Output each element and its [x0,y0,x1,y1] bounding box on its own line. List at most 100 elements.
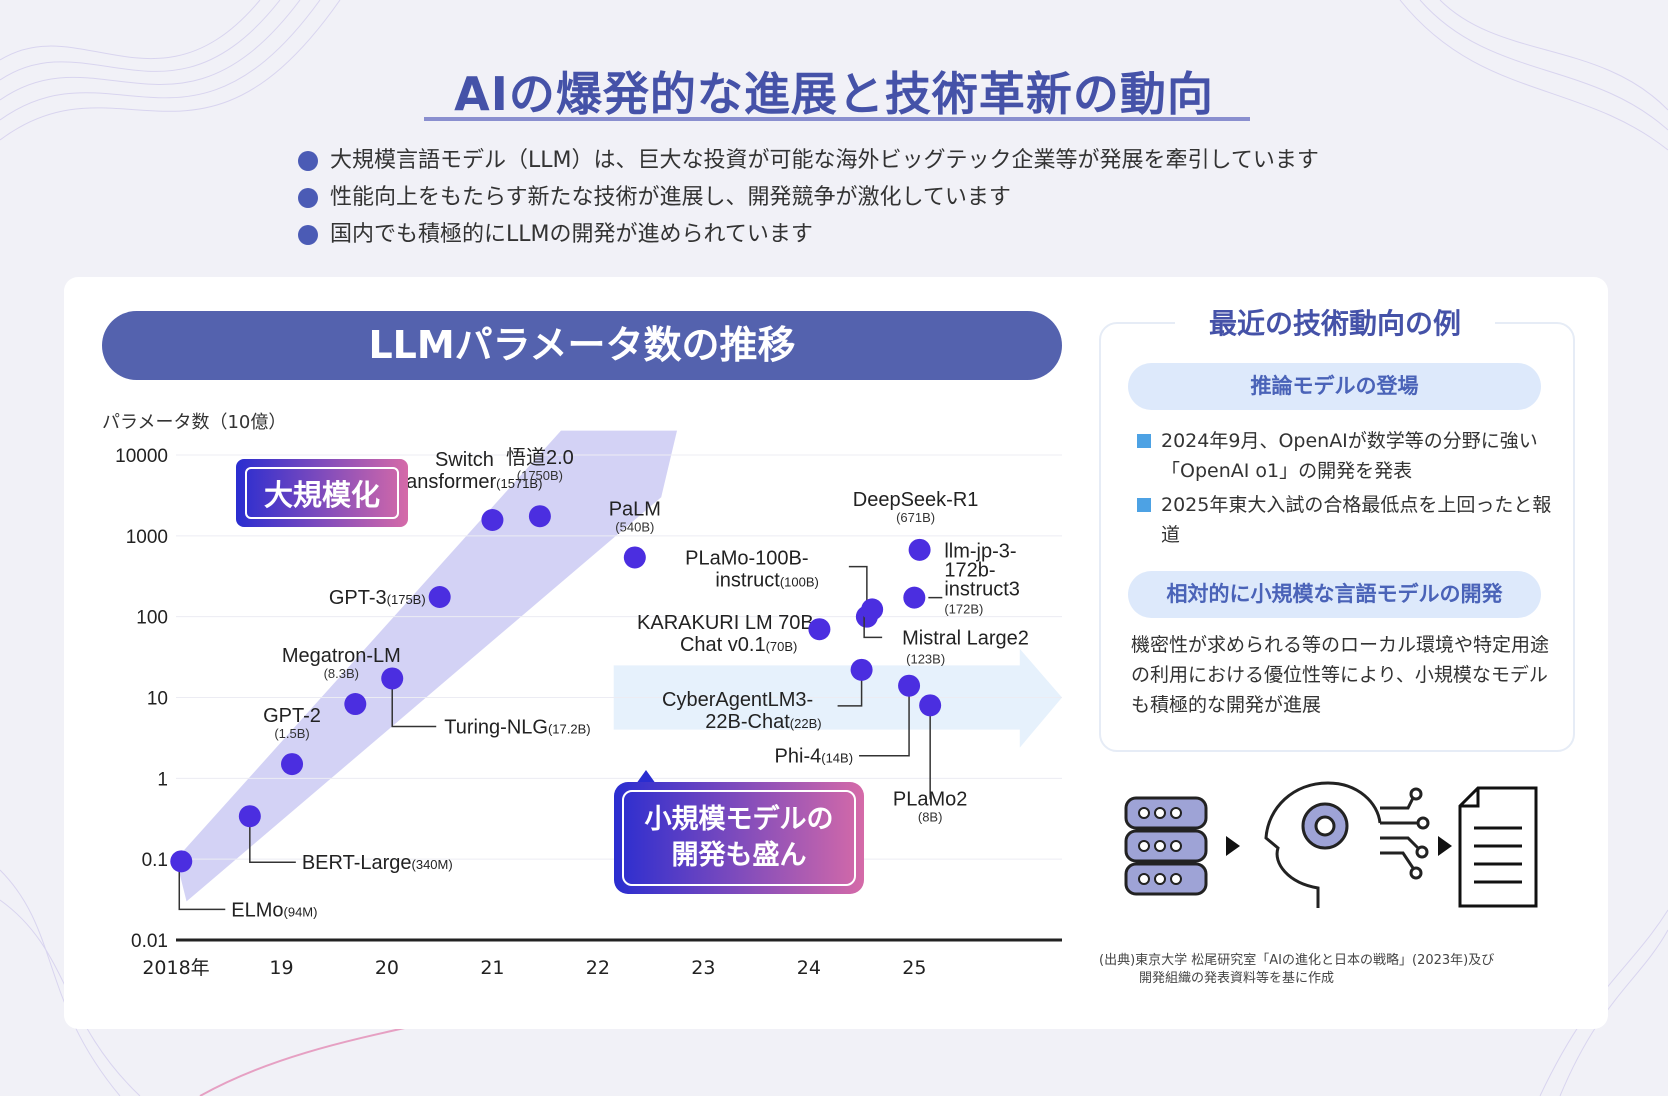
document-icon [1458,786,1538,908]
point-label: instruct(100B) [715,570,819,592]
x-tick-label: 21 [480,957,504,979]
small-models-description: 機密性が求められる等のローカル環境や特定用途の利用における優位性等により、小規模… [1131,634,1550,716]
data-point [898,674,921,697]
summary-bullet: 性能向上をもたらす新たな技術が進展し、開発競争が激化しています [298,179,1319,216]
summary-bullet: 大規模言語モデル（LLM）は、巨大な投資が可能な海外ビッグテック企業等が発展を牽… [298,142,1319,179]
point-label: llm-jp-3- [944,541,1016,563]
source-note: (出典)東京大学 松尾研究室「AIの進化と日本の戦略」(2023年)及び 開発組… [1099,952,1559,988]
y-tick-label: 0.1 [142,850,168,871]
point-label: Switch [435,449,494,471]
point-label: GPT-3(175B) [329,587,426,609]
title-underline [424,117,1250,121]
point-size-label: (1.5B) [274,726,309,741]
reasoning-models-list: 2024年9月、OpenAIが数学等の分野に強い「OpenAI o1」の開発を発… [1137,426,1557,554]
source-line: 開発組織の発表資料等を基に作成 [1139,971,1335,986]
data-point [428,586,451,609]
ai-processing-illustration [1124,781,1538,908]
leader-line [391,678,437,728]
point-label: PLaMo2 [893,788,968,810]
reasoning-models-pill: 推論モデルの登場 [1128,363,1541,410]
data-point [238,805,261,828]
data-point [861,598,884,621]
leader-line [249,816,296,863]
x-tick-label: 20 [375,957,399,979]
point-size-label: (1750B) [517,468,563,483]
data-point [281,753,304,776]
y-tick-label: 100 [136,608,168,629]
data-point [528,505,551,528]
leader-line [863,609,883,639]
x-tick-label: 2018年 [142,957,209,979]
point-label: GPT-2 [263,705,321,727]
data-point [919,694,942,717]
point-label: Turing-NLG(17.2B) [444,716,590,738]
data-point [381,667,404,690]
summary-bullets: 大規模言語モデル（LLM）は、巨大な投資が可能な海外ビッグテック企業等が発展を牽… [298,142,1319,253]
arrow-icon [1226,836,1240,856]
y-axis-label: パラメータ数（10億） [102,412,286,433]
growth-arrow [176,430,678,902]
y-tick-label: 0.01 [131,931,168,952]
point-label: 22B-Chat(22B) [705,711,821,733]
y-tick-label: 10 [147,689,168,710]
trend-item: 2025年東大入試の合格最低点を上回ったと報道 [1137,490,1557,550]
point-size-label: (123B) [906,651,945,666]
y-tick-label: 1000 [126,527,168,548]
small-models-pill: 相対的に小規模な言語モデルの開発 [1128,571,1541,618]
small-model-arrow [613,648,1062,748]
data-point [808,618,831,641]
point-size-label: (671B) [896,510,935,525]
data-point [344,693,367,716]
x-tick-label: 22 [586,957,610,979]
trend-item: 2024年9月、OpenAIが数学等の分野に強い「OpenAI o1」の開発を発… [1137,426,1557,486]
x-tick-label: 25 [902,957,926,979]
arrow-icon [1438,836,1452,856]
leader-line [859,685,910,757]
point-label: ELMo(94M) [231,899,317,921]
leader-line [178,861,226,911]
small-model-callout: 小規模モデルの 開発も盛ん [614,782,864,894]
point-label: CyberAgentLM3- [662,689,813,711]
point-label: PLaMo-100B- [685,548,808,570]
data-point [623,546,646,569]
data-point [481,508,504,531]
leader-line [837,669,863,707]
small-model-callout-line2: 開発も盛ん [671,840,807,871]
summary-bullet: 国内でも積極的にLLMの開発が進められています [298,216,1319,253]
y-tick-label: 1 [157,769,168,790]
point-label: Megatron-LM [282,645,401,667]
callout-pointer [636,770,656,784]
point-size-label: (540B) [615,519,654,534]
page-title: AIの爆発的な進展と技術革新の動向 [454,67,1214,121]
data-point [170,850,193,873]
data-point [903,586,926,609]
tech-trends-heading: 最近の技術動向の例 [1175,302,1495,342]
point-label: PaLM [609,498,661,520]
x-tick-label: 23 [691,957,715,979]
data-point [850,658,873,681]
x-tick-label: 24 [797,957,821,979]
point-label: 172b- [944,560,995,582]
ai-head-icon [1264,781,1430,908]
chart-title-banner: LLMパラメータ数の推移 [102,311,1062,380]
point-size-label: (172B) [944,602,983,617]
point-label: KARAKURI LM 70B [637,612,814,634]
point-label: Mistral Large2 [902,627,1029,649]
large-scale-callout-label: 大規模化 [245,467,399,519]
point-label: Transformer(1571B) [388,471,542,493]
point-label: DeepSeek-R1 [853,489,979,511]
server-icon [1124,796,1208,896]
point-label: instruct3 [944,579,1020,601]
point-label: BERT-Large(340M) [302,852,453,874]
source-line: (出典)東京大学 松尾研究室「AIの進化と日本の戦略」(2023年)及び [1099,953,1495,968]
large-scale-callout: 大規模化 [236,459,408,527]
y-tick-label: 10000 [115,446,168,467]
point-label: Chat v0.1(70B) [680,634,797,656]
point-label: Phi-4(14B) [775,746,854,768]
small-model-callout-line1: 小規模モデルの [644,804,834,835]
point-label: 悟道2.0 [506,446,574,469]
point-size-label: (8B) [918,809,943,824]
x-tick-label: 19 [269,957,293,979]
small-model-callout-box: 小規模モデルの 開発も盛ん [622,790,856,886]
